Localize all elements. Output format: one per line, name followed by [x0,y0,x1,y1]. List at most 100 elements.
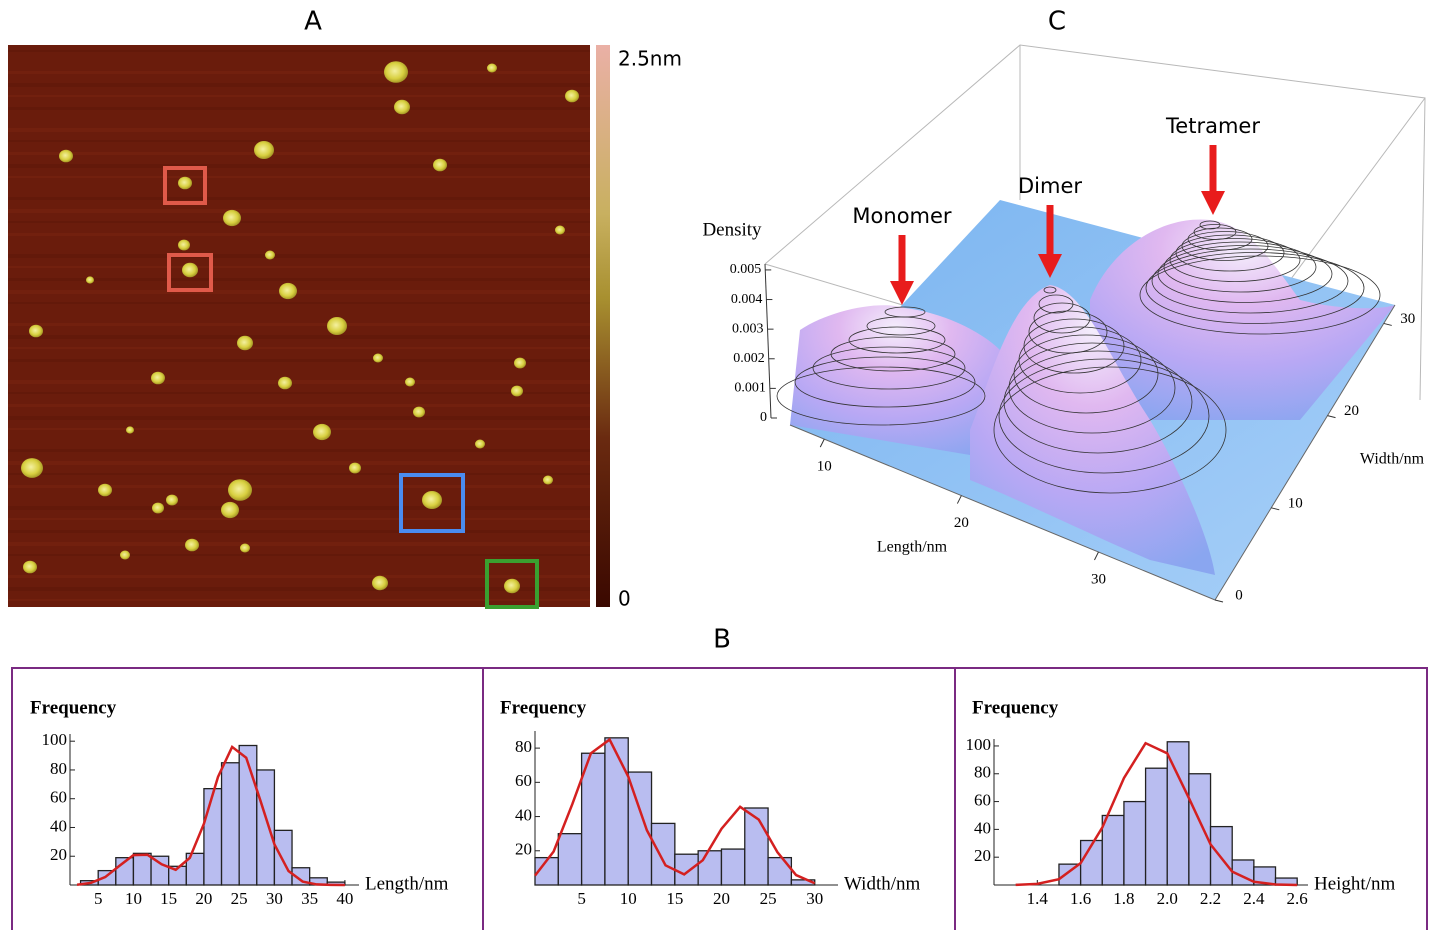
particle [433,159,447,172]
bar [204,789,222,885]
y-tick-label: 20 [1344,403,1359,419]
particle [182,263,198,277]
particle [86,276,94,283]
y-tick-label: 20 [515,840,532,859]
x-tick [1094,552,1098,560]
colorbar-label: 2.5nm [618,47,682,71]
particle [313,424,331,440]
x-axis-label: Length/nm [877,539,948,556]
scan-line [8,428,590,430]
panel-title: C [1048,7,1066,37]
colorbar-label: 0 [618,587,631,611]
bar [1059,864,1081,885]
scan-line [8,302,590,304]
particle [98,484,112,497]
scan-line [8,416,590,420]
y-tick-label: 30 [1400,311,1415,327]
scan-line [8,449,590,452]
bar [582,753,605,885]
particle [178,177,192,190]
scan-line [8,359,590,362]
z-tick-label: 0 [760,410,767,425]
x-tick-label: 20 [195,889,212,908]
scan-line [8,587,590,591]
scan-line [8,380,590,384]
x-axis-label: Width/nm [844,873,921,894]
bar [133,853,151,885]
y-tick-label: 80 [515,737,532,756]
particle [178,240,190,251]
particle [59,150,73,163]
scan-line [8,278,590,281]
x-tick-label: 35 [301,889,318,908]
particle [543,476,553,485]
scan-line [8,233,590,236]
y-tick-label: 20 [974,846,991,865]
bar [222,763,240,885]
particle [21,458,43,478]
x-tick-label: 30 [266,889,283,908]
particle [223,210,241,226]
scan-line [8,506,590,510]
scan-line [8,140,590,142]
scan-line [8,176,590,178]
annotation: Tetramer [1165,114,1260,138]
bar [1102,815,1124,885]
particle [221,502,239,518]
scan-line [8,95,590,97]
particle [228,479,252,501]
particle [278,377,292,390]
z-tick-label: 0.002 [733,351,765,366]
scan-line [8,575,590,578]
y-tick-label: 20 [50,845,67,864]
scan-line [8,128,590,132]
particle [413,407,425,418]
bar [151,856,169,885]
particle [349,463,361,474]
figure: A 2.5nm 0 C Density Length/nm Width/nm M… [0,0,1436,930]
scan-line [8,542,590,546]
particle [565,90,579,103]
bar [675,854,698,885]
x-tick-label: 25 [231,889,248,908]
particle [487,64,497,73]
z-axis [765,264,771,418]
bar [721,849,744,885]
y-tick-label: 10 [1288,495,1303,511]
y-axis-label: Frequency [972,697,1059,718]
y-axis-label: Frequency [500,697,587,718]
x-tick-label: 5 [577,889,586,908]
z-tick-label: 0.004 [731,292,763,307]
particle [279,283,297,299]
panel-title: B [713,625,731,655]
y-tick [1384,323,1392,325]
y-tick-label: 40 [515,805,532,824]
z-tick-label: 0.001 [734,381,766,396]
scan-line [8,221,590,223]
scan-line [8,599,590,601]
scan-line [8,152,590,155]
bar [698,851,721,885]
arrow-head [1201,191,1225,215]
x-tick-label: 30 [1091,571,1106,587]
tetramer-peak [1090,220,1395,420]
particle [29,325,43,338]
bar [1146,768,1168,885]
bar [768,858,791,885]
particle [126,426,134,433]
z-axis-label: Density [702,219,762,240]
y-tick-label: 100 [966,735,992,754]
y-tick-label: 40 [50,816,67,835]
particle [23,561,37,574]
scan-line [8,107,590,110]
scan-line [8,254,590,258]
y-tick [1215,600,1223,602]
scan-line [8,347,590,349]
x-tick [820,439,824,447]
x-axis-label: Height/nm [1314,873,1395,894]
y-tick [1328,416,1336,418]
bar [605,738,628,885]
y-tick [1271,508,1279,510]
x-tick-label: 20 [954,515,969,531]
particle [327,317,347,335]
